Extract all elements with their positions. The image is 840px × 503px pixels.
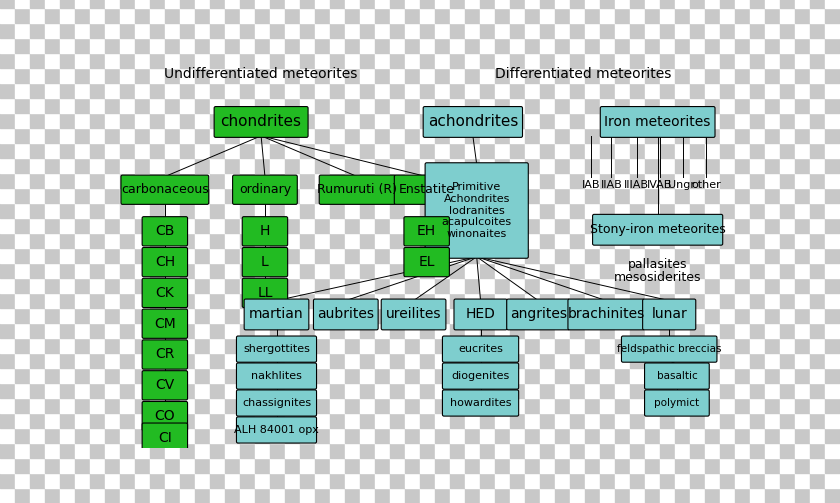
FancyBboxPatch shape [443,336,518,362]
FancyBboxPatch shape [142,423,187,452]
Text: LL: LL [257,286,273,300]
Text: basaltic: basaltic [657,371,697,381]
Text: ordinary: ordinary [239,183,291,196]
Text: polymict: polymict [654,398,700,408]
FancyBboxPatch shape [142,217,187,246]
Text: ALH 84001 opx: ALH 84001 opx [234,425,319,435]
Text: Differentiated meteorites: Differentiated meteorites [495,67,671,81]
FancyBboxPatch shape [425,163,528,258]
Text: aubrites: aubrites [318,307,375,321]
FancyBboxPatch shape [568,299,644,330]
Text: CB: CB [155,224,175,238]
FancyBboxPatch shape [319,175,396,204]
Text: chondrites: chondrites [221,115,302,129]
FancyBboxPatch shape [242,247,287,277]
FancyBboxPatch shape [237,390,317,416]
Text: carbonaceous: carbonaceous [121,183,208,196]
Text: EL: EL [418,255,435,269]
FancyBboxPatch shape [214,107,308,137]
Text: HED: HED [465,307,496,321]
FancyBboxPatch shape [237,363,317,389]
FancyBboxPatch shape [233,175,297,204]
FancyBboxPatch shape [142,309,187,339]
Text: angrites: angrites [510,307,567,321]
FancyBboxPatch shape [237,336,317,362]
Text: CH: CH [155,255,175,269]
Text: mesosiderites: mesosiderites [614,271,701,284]
Text: Iron meteorites: Iron meteorites [605,115,711,129]
Text: pallasites: pallasites [628,258,687,271]
Text: Undifferentiated meteorites: Undifferentiated meteorites [165,67,358,81]
Text: L: L [261,255,269,269]
Text: EH: EH [417,224,436,238]
FancyBboxPatch shape [237,417,317,443]
Text: diogenites: diogenites [451,371,510,381]
FancyBboxPatch shape [443,390,518,416]
FancyBboxPatch shape [592,214,722,245]
Text: lunar: lunar [651,307,687,321]
Text: shergottites: shergottites [243,344,310,354]
Text: IIAB: IIAB [601,180,622,190]
Text: H: H [260,224,270,238]
Text: CV: CV [155,378,175,392]
FancyBboxPatch shape [244,299,309,330]
Text: IIIAB: IIIAB [624,180,649,190]
Text: Primitive
Achondrites
lodranites
acapulcoites
winonaites: Primitive Achondrites lodranites acapulc… [442,182,512,239]
FancyBboxPatch shape [142,401,187,431]
Text: CK: CK [155,286,174,300]
FancyBboxPatch shape [622,336,717,362]
FancyBboxPatch shape [423,107,522,137]
FancyBboxPatch shape [121,175,209,204]
Text: other: other [691,180,721,190]
FancyBboxPatch shape [443,363,518,389]
Text: feldspathic breccias: feldspathic breccias [617,344,722,354]
Text: martian: martian [249,307,304,321]
FancyBboxPatch shape [142,278,187,307]
Text: CR: CR [155,348,175,362]
Text: ureilites: ureilites [386,307,441,321]
FancyBboxPatch shape [507,299,570,330]
FancyBboxPatch shape [404,217,449,246]
Text: Enstatite: Enstatite [399,183,454,196]
Text: CM: CM [154,317,176,330]
Text: Stony-iron meteorites: Stony-iron meteorites [590,223,726,236]
FancyBboxPatch shape [454,299,507,330]
Text: CO: CO [155,409,176,423]
FancyBboxPatch shape [644,390,709,416]
Text: nakhlites: nakhlites [251,371,302,381]
FancyBboxPatch shape [404,247,449,277]
FancyBboxPatch shape [601,107,715,137]
FancyBboxPatch shape [313,299,378,330]
FancyBboxPatch shape [644,363,709,389]
Text: Rumuruti (R): Rumuruti (R) [318,183,397,196]
FancyBboxPatch shape [381,299,446,330]
FancyBboxPatch shape [142,371,187,400]
Text: IVAB: IVAB [648,180,673,190]
Text: Ungr.: Ungr. [669,180,698,190]
FancyBboxPatch shape [242,217,287,246]
Text: eucrites: eucrites [458,344,503,354]
Text: achondrites: achondrites [428,115,518,129]
Text: chassignites: chassignites [242,398,311,408]
FancyBboxPatch shape [643,299,696,330]
Text: brachinites: brachinites [568,307,644,321]
Text: CI: CI [158,431,171,445]
Text: IAB: IAB [581,180,600,190]
FancyBboxPatch shape [242,278,287,307]
FancyBboxPatch shape [142,247,187,277]
FancyBboxPatch shape [142,340,187,369]
Text: howardites: howardites [449,398,512,408]
FancyBboxPatch shape [394,175,459,204]
